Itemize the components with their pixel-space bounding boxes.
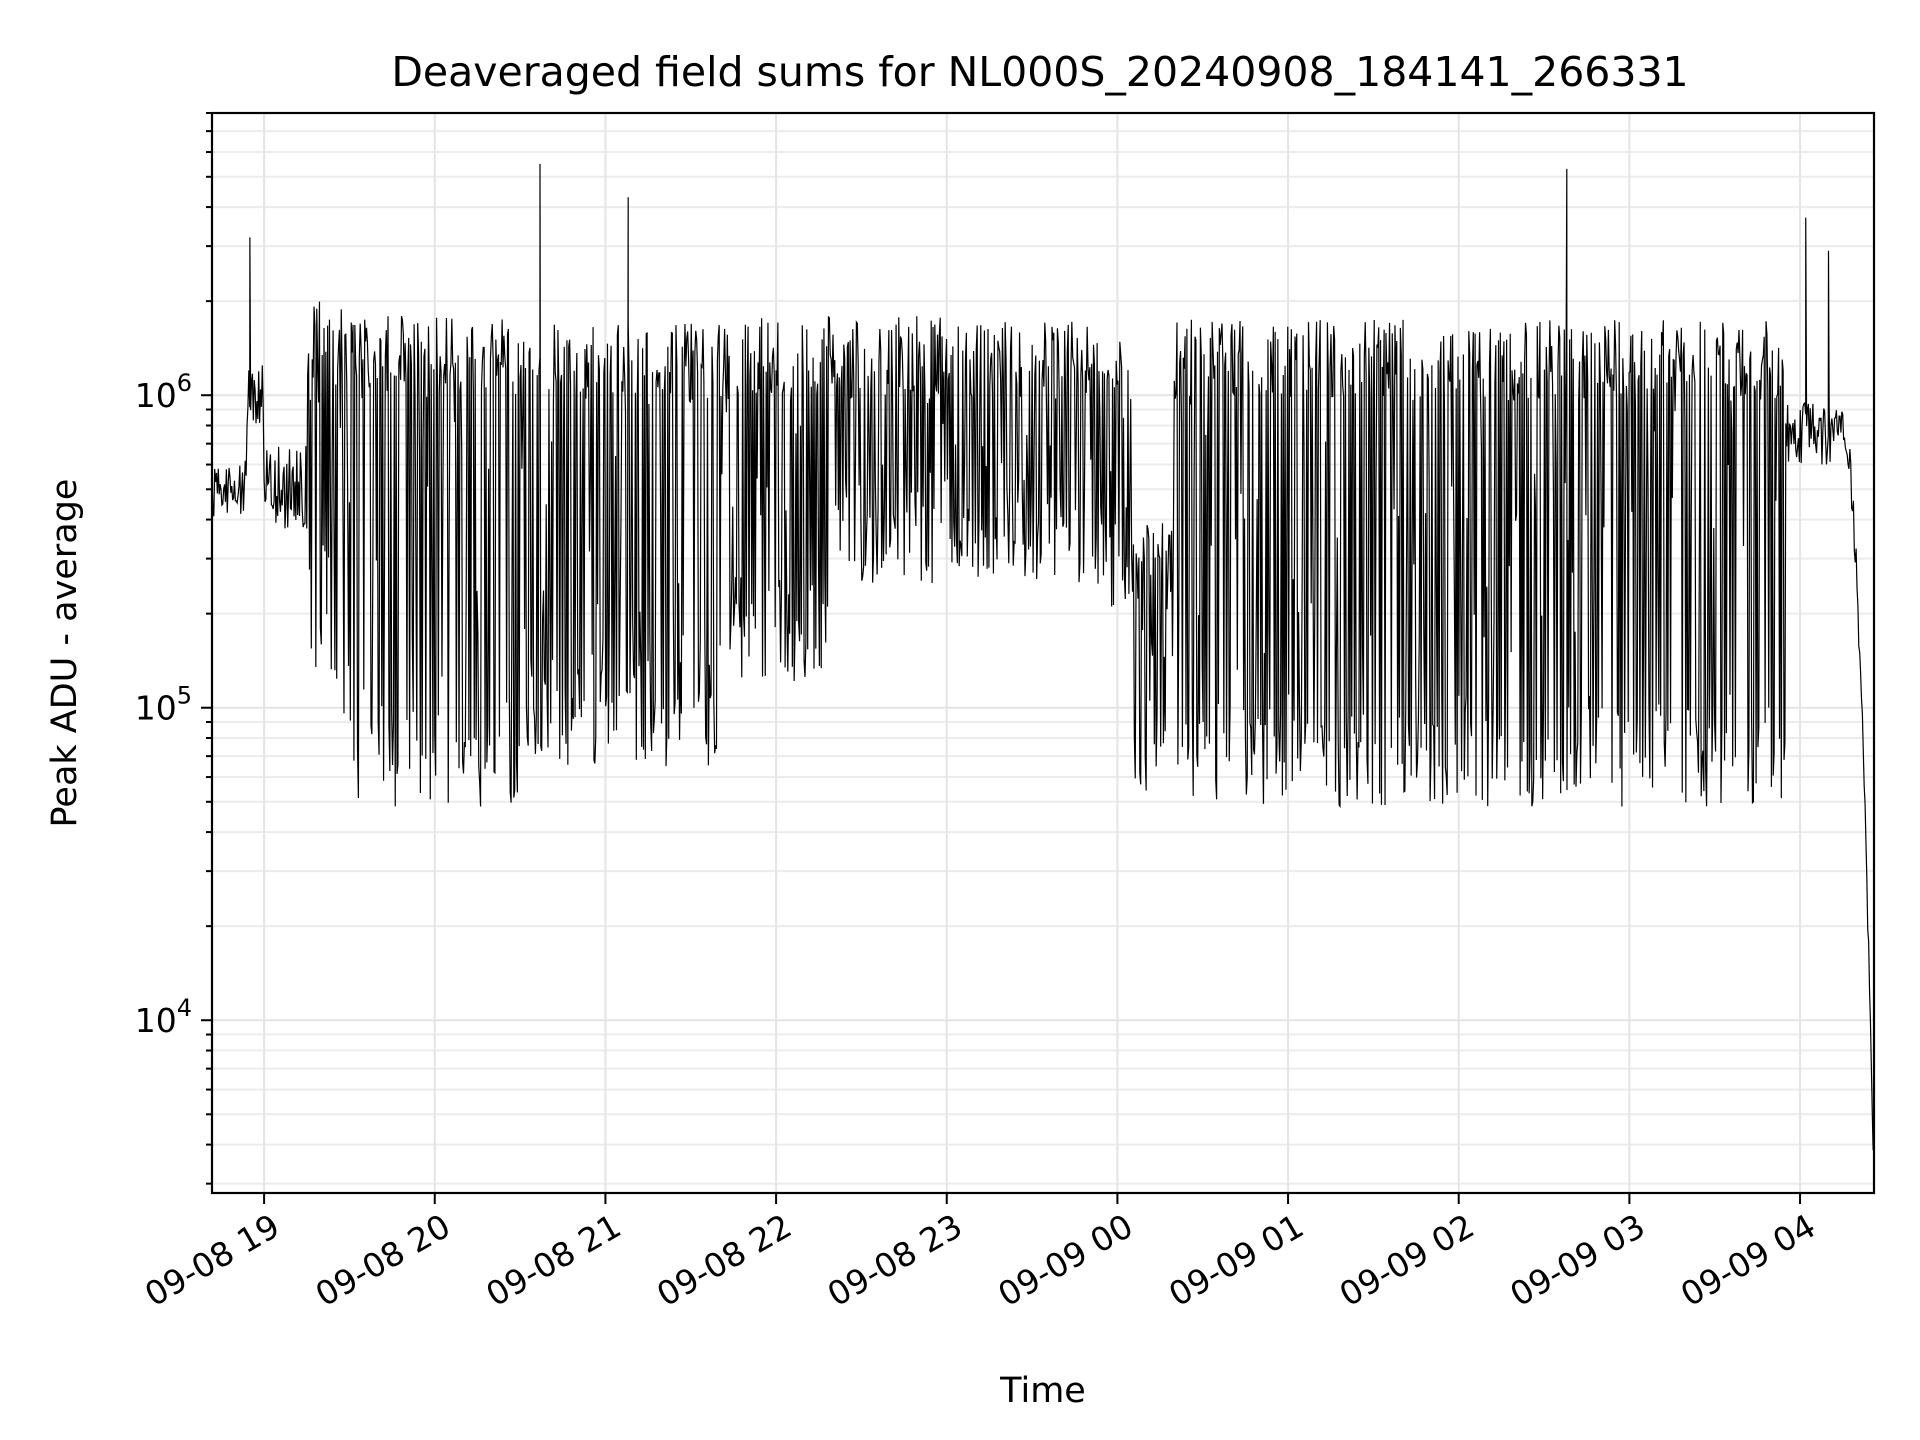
series-path [211,163,1874,1151]
x-tick-label: 09-08 20 [309,1206,457,1314]
y-tick-label: 104 [135,994,192,1040]
x-tick-label: 09-09 02 [1333,1206,1481,1314]
x-tick-label: 09-08 22 [650,1206,798,1314]
y-tick-label: 105 [135,682,192,728]
x-tick-label: 09-08 21 [479,1206,627,1314]
x-tick-label: 09-08 19 [138,1206,286,1314]
x-axis: 09-08 19 09-08 20 09-08 21 09-08 22 09-08 23… [138,1193,1822,1314]
y-axis-label: Peak ADU - average [45,479,85,828]
x-tick-label: 09-08 23 [821,1206,969,1314]
plot-frame [210,111,1876,1195]
x-tick-label: 09-09 01 [1162,1206,1310,1314]
y-tick-label: 106 [135,369,192,415]
x-tick-label: 09-09 04 [1674,1206,1822,1314]
series-line [211,163,1874,1151]
x-axis-label: Time [999,1371,1086,1411]
y-axis: 104 105 106 [135,112,212,1185]
x-tick-label: 09-09 00 [991,1206,1139,1314]
chart-title: Deaveraged field sums for NL000S_2024090… [391,48,1688,96]
x-tick-label: 09-09 03 [1503,1206,1651,1314]
